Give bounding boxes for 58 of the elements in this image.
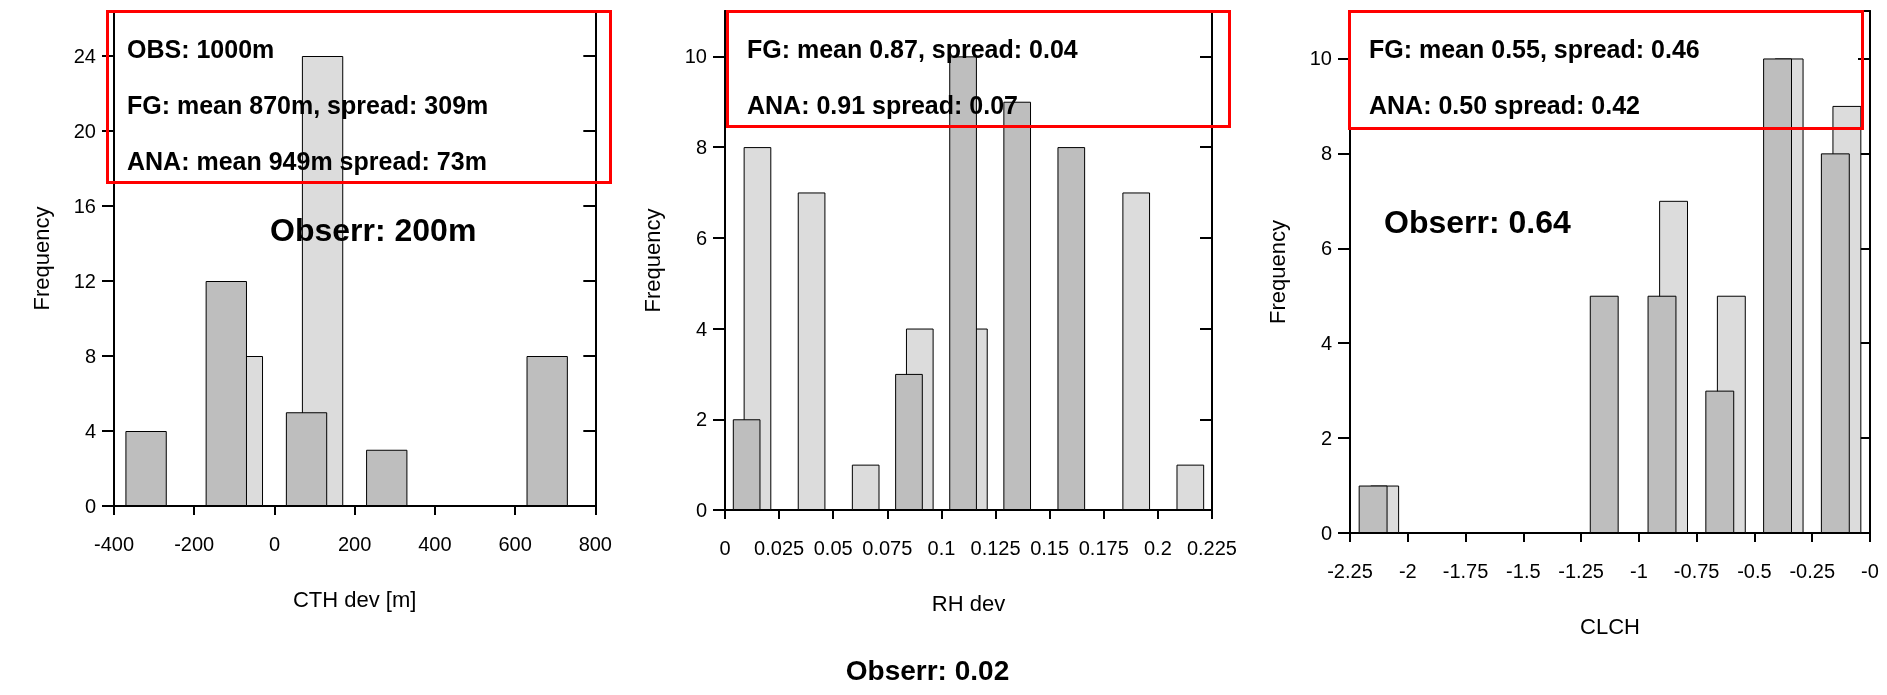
x-tick-label: 0.1 <box>927 537 956 559</box>
y-tick-label: 4 <box>84 420 96 442</box>
y-axis-title: Frequency <box>28 206 54 311</box>
x-tick-label: 0 <box>719 537 731 559</box>
x-tick-label: -0.5 <box>1737 560 1772 582</box>
y-tick-label: 6 <box>1320 237 1332 260</box>
y-tick-label: 16 <box>73 195 96 217</box>
x-tick-label: -1.75 <box>1442 560 1489 582</box>
x-tick-label: -1.25 <box>1558 560 1604 582</box>
annotation: FG: mean 0.87, spread: 0.04 <box>747 34 1079 65</box>
y-axis-title: Frequency <box>639 208 665 313</box>
x-axis-title: RH dev <box>931 590 1006 616</box>
y-tick-label: 0 <box>695 499 707 521</box>
x-tick-label: 0.075 <box>862 537 913 559</box>
x-tick-label: -400 <box>93 533 135 555</box>
x-tick-label: 200 <box>337 533 372 555</box>
x-tick-label: 0.2 <box>1143 537 1172 559</box>
x-tick-label: 800 <box>578 533 612 555</box>
x-tick-label: 600 <box>498 533 532 555</box>
y-axis-title: Frequency <box>1264 220 1290 324</box>
text: Obserr: 0.02 <box>844 655 1011 687</box>
x-tick-label: -2 <box>1398 560 1417 582</box>
annotation: FG: mean 0.55, spread: 0.46 <box>1369 34 1701 65</box>
y-tick-label: 6 <box>695 226 707 249</box>
y-tick-label: 8 <box>1320 142 1332 165</box>
x-tick-label: -1 <box>1629 560 1648 582</box>
y-tick-label: 2 <box>695 408 707 431</box>
x-tick-label: -2.25 <box>1327 560 1373 582</box>
x-tick-label: 0 <box>268 533 280 555</box>
y-tick-label: 8 <box>84 345 96 367</box>
annotation: Obserr: 0.64 <box>1384 204 1571 241</box>
annotation: ANA: 0.50 spread: 0.42 <box>1369 90 1641 121</box>
x-tick-label: 400 <box>418 533 452 555</box>
x-tick-label: 0.125 <box>970 537 1021 559</box>
x-tick-label: 0.025 <box>754 537 805 559</box>
x-tick-label: 0.15 <box>1030 537 1070 559</box>
x-tick-label: -0.25 <box>1789 560 1836 582</box>
y-tick-label: 20 <box>73 120 96 142</box>
text-frame: FG: mean 0.55, spread: 0.46 ANA: 0.50 spread: 0.42 <box>1348 10 1864 130</box>
x-tick-label: 0.175 <box>1078 537 1129 559</box>
x-tick-label: -1.5 <box>1506 560 1541 582</box>
x-tick-label: 0.225 <box>1186 537 1238 559</box>
x-tick-label: -0 <box>1861 560 1879 582</box>
y-tick-label: 24 <box>73 45 96 67</box>
y-tick-label: 4 <box>1320 332 1332 355</box>
y-tick-label: 12 <box>73 270 96 292</box>
y-tick-label: 0 <box>84 495 96 517</box>
y-tick-label: 10 <box>1309 47 1332 70</box>
y-tick-label: 10 <box>684 45 707 68</box>
x-axis-title: CLCH <box>1580 613 1640 639</box>
x-tick-label: -0.75 <box>1673 560 1720 582</box>
y-tick-label: 2 <box>1320 427 1332 450</box>
x-tick-label: -200 <box>174 533 215 555</box>
x-axis-title: CTH dev [m] <box>292 586 417 612</box>
y-tick-label: 4 <box>695 317 707 340</box>
x-tick-label: 0.05 <box>813 537 853 559</box>
y-tick-label: 8 <box>695 136 707 159</box>
annotation: OBS: 1000m <box>127 34 276 65</box>
